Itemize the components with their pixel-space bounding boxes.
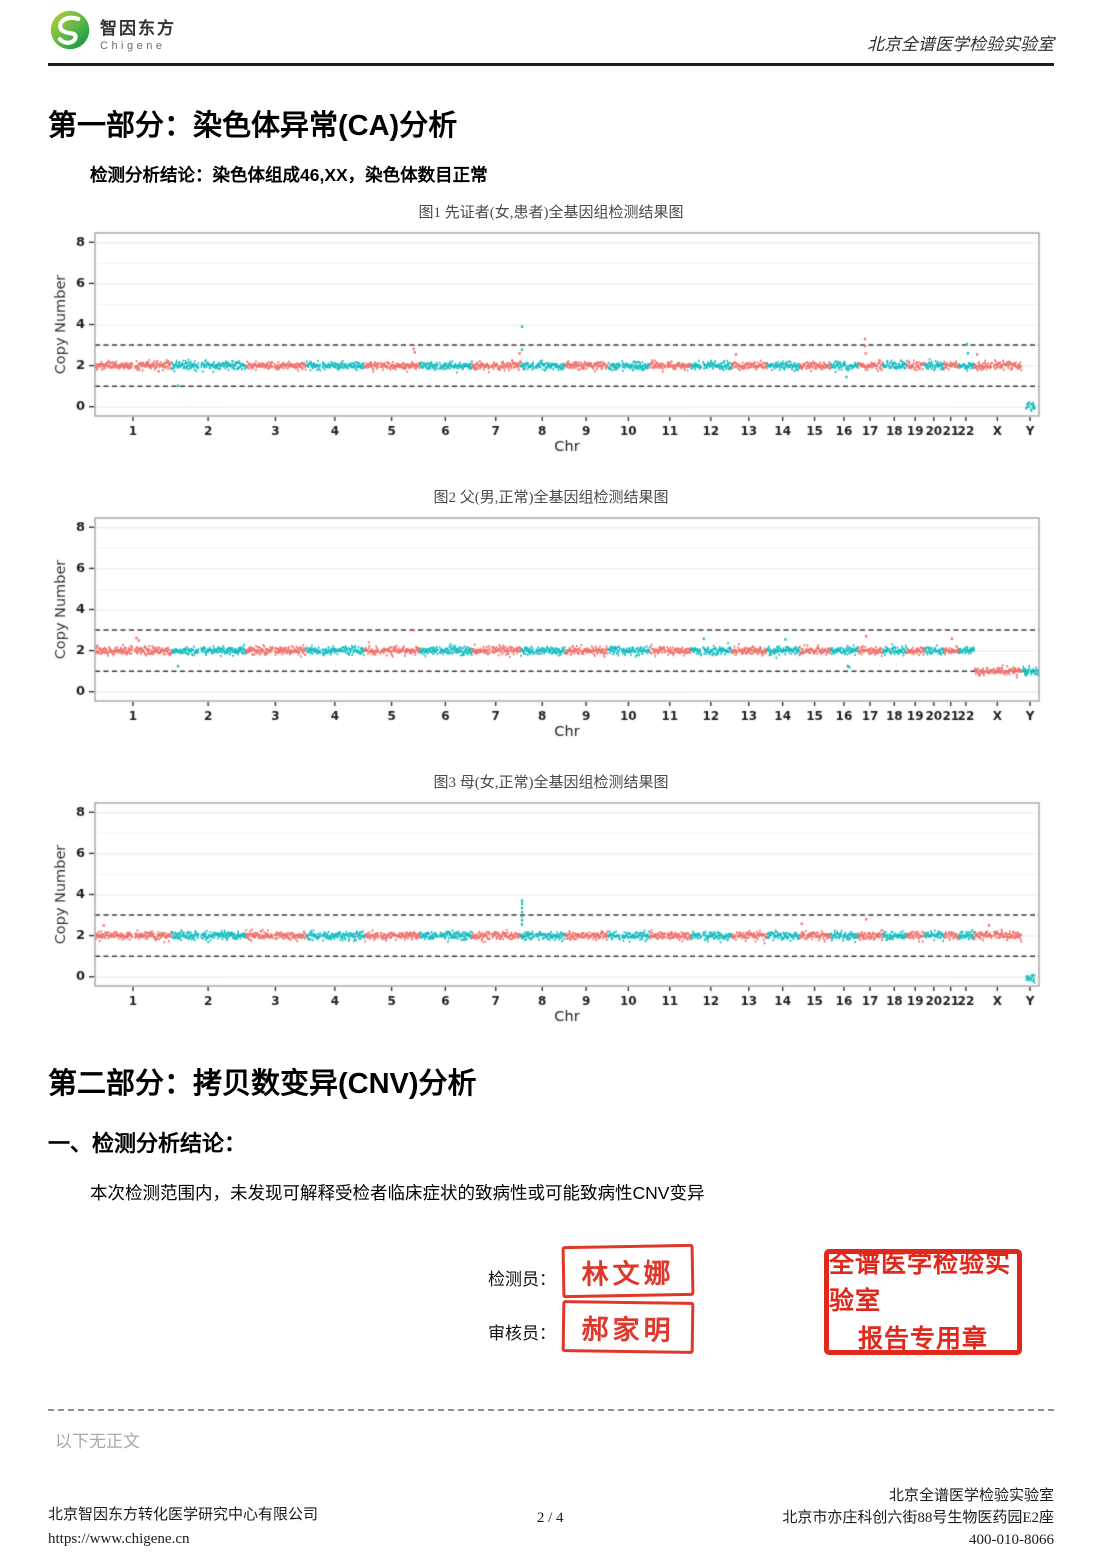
chart-block-mother: 图3 母(女,正常)全基因组检测结果图: [48, 771, 1054, 1032]
logo-name-cn: 智因东方: [100, 18, 176, 38]
chigene-logo: 智因东方 Chigene: [48, 8, 176, 57]
section1-title: 第一部分：染色体异常(CA)分析: [48, 110, 458, 142]
footer-address: 北京市亦庄科创六街88号生物医药园E2座: [782, 1510, 1054, 1526]
end-separator: [48, 1409, 1054, 1411]
section2-conclusion: 本次检测范围内，未发现可解释受检者临床症状的致病性或可能致病性CNV变异: [90, 1183, 705, 1203]
chart-title-mother: 图3 母(女,正常)全基因组检测结果图: [433, 775, 669, 791]
footer-page-number: 2 / 4: [536, 1509, 564, 1526]
chart-title-proband: 图1 先证者(女,患者)全基因组检测结果图: [418, 205, 684, 221]
header-rule: [48, 63, 1054, 66]
lab-seal-line2: 报告专用章: [857, 1325, 988, 1353]
signoff-area: 检测员： 林文娜 审核员： 郝家明 全谱医学检验实验室 报告专用章: [48, 1243, 1054, 1401]
section2-title: 第二部分：拷贝数变异(CNV)分析: [48, 1068, 477, 1100]
tester-label: 检测员：: [488, 1270, 556, 1289]
footer-lab-name: 北京全谱医学检验实验室: [888, 1488, 1054, 1504]
chart-title-father: 图2 父(男,正常)全基因组检测结果图: [433, 490, 669, 506]
reviewer-label: 审核员：: [488, 1324, 556, 1343]
chart-block-proband: 图1 先证者(女,患者)全基因组检测结果图: [48, 201, 1054, 462]
genome-plot-canvas-father: [48, 511, 1054, 747]
lab-report-seal: 全谱医学检验实验室 报告专用章: [824, 1249, 1022, 1355]
section2-subtitle: 一、检测分析结论：: [48, 1131, 247, 1156]
logo-name-en: Chigene: [100, 39, 166, 52]
chigene-logo-icon: [48, 8, 92, 57]
reviewer-name-stamp: 郝家明: [561, 1300, 695, 1354]
footer-company: 北京智因东方转化医学研究中心有限公司: [48, 1507, 319, 1523]
genome-plot-canvas-proband: [48, 226, 1054, 462]
header-lab-name: 北京全谱医学检验实验室: [867, 35, 1054, 54]
footer-website: https://www.chigene.cn: [48, 1531, 190, 1547]
page-footer: 北京智因东方转化医学研究中心有限公司 https://www.chigene.c…: [48, 1485, 1054, 1551]
genome-plot-canvas-mother: [48, 796, 1054, 1032]
end-note: 以下无正文: [55, 1432, 140, 1451]
page-header: 智因东方 Chigene 北京全谱医学检验实验室: [0, 0, 1102, 61]
tester-name-stamp: 林文娜: [561, 1243, 695, 1299]
chart-block-father: 图2 父(男,正常)全基因组检测结果图: [48, 486, 1054, 747]
footer-phone: 400-010-8066: [968, 1532, 1054, 1548]
lab-seal-line1: 全谱医学检验实验室: [829, 1250, 1012, 1316]
section1-conclusion: 检测分析结论：染色体组成46,XX，染色体数目正常: [90, 165, 488, 185]
